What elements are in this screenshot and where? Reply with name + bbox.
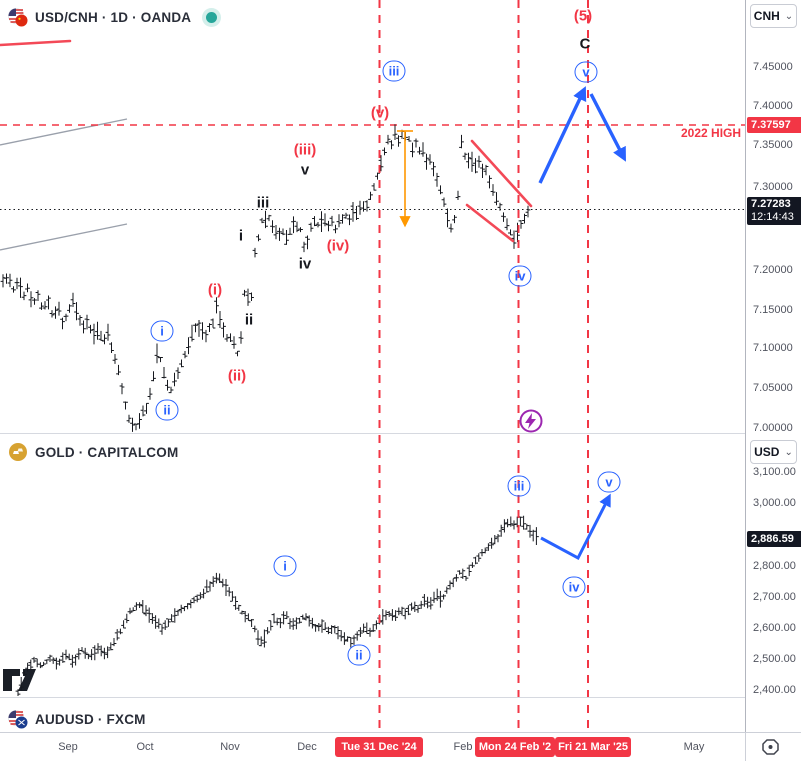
price-tick-usdcnh: 7.20000 xyxy=(753,264,793,276)
time-axis-label: Oct xyxy=(136,741,154,753)
price-scale[interactable]: CNH ⌄ 7.37597 7.27283 12:14:43 USD ⌄ 2,8… xyxy=(745,0,801,732)
price-tick-gold: 2,800.00 xyxy=(753,560,796,572)
price-tick-gold: 3,000.00 xyxy=(753,497,796,509)
symbol-title: GOLD · CAPITALCOM xyxy=(35,444,179,460)
projection-arrows[interactable] xyxy=(538,86,626,561)
price-tick-usdcnh: 7.00000 xyxy=(753,422,793,434)
gold-icon xyxy=(9,443,27,461)
realtime-status-dot xyxy=(206,11,218,23)
time-scale[interactable]: Sep Oct Nov Dec Feb May Tue 31 Dec '24 Mon 24 F… xyxy=(0,732,801,761)
last-price: 7.27283 xyxy=(751,198,791,210)
usdcnh-price-bars xyxy=(0,124,531,432)
date-marker-badge[interactable]: Mon 24 Feb '2 xyxy=(475,737,555,757)
price-tick-gold: 2,500.00 xyxy=(753,653,796,665)
key-level-text[interactable]: 2022 HIGH xyxy=(681,126,742,140)
pane-divider-bottom[interactable] xyxy=(0,697,801,698)
key-level-price-badge: 7.37597 xyxy=(747,117,801,133)
price-tick-usdcnh: 7.10000 xyxy=(753,342,793,354)
symbol-title: AUDUSD · FXCM xyxy=(35,711,146,727)
vertical-date-lines[interactable] xyxy=(378,0,589,732)
tradingview-watermark-logo xyxy=(3,669,36,691)
symbol-title: USD/CNH · 1D · OANDA xyxy=(35,9,192,25)
last-price-badge-gold: 2,886.59 xyxy=(747,531,801,547)
time-axis-label: Feb xyxy=(453,741,473,753)
gray-trendlines[interactable] xyxy=(0,118,128,251)
usdcnh-pair-flag-icon xyxy=(8,8,28,27)
audusd-pair-flag-icon xyxy=(8,710,28,729)
symbol-header-audusd[interactable]: AUDUSD · FXCM xyxy=(8,709,146,729)
red-trendline-drawings[interactable] xyxy=(0,39,533,243)
time-axis-label: May xyxy=(683,741,705,753)
time-axis-label: Sep xyxy=(58,741,78,753)
currency-value: CNH xyxy=(753,9,780,23)
time-axis-label: Dec xyxy=(297,741,317,753)
last-price-badge-usdcnh: 7.27283 12:14:43 xyxy=(747,197,801,225)
price-tick-gold: 2,400.00 xyxy=(753,684,796,696)
price-tick-usdcnh: 7.40000 xyxy=(753,100,793,112)
currency-value: USD xyxy=(754,445,780,459)
pane-divider-top[interactable] xyxy=(0,433,801,434)
gold-projection-arrow xyxy=(540,493,611,561)
time-axis-label: Nov xyxy=(220,741,240,753)
price-tick-usdcnh: 7.15000 xyxy=(753,304,793,316)
price-tick-usdcnh: 7.35000 xyxy=(753,139,793,151)
symbol-header-usdcnh[interactable]: USD/CNH · 1D · OANDA xyxy=(8,7,218,27)
price-tick-usdcnh: 7.45000 xyxy=(753,61,793,73)
price-range-measure-tool[interactable] xyxy=(397,130,413,228)
date-marker-badge[interactable]: Tue 31 Dec '24 xyxy=(335,737,423,757)
price-tick-gold: 2,700.00 xyxy=(753,591,796,603)
bar-countdown: 12:14:43 xyxy=(751,211,794,223)
chevron-down-icon: ⌄ xyxy=(784,446,793,458)
chart-pane[interactable] xyxy=(0,0,801,732)
price-tick-usdcnh: 7.05000 xyxy=(753,382,793,394)
date-marker-badge[interactable]: Fri 21 Mar '25 xyxy=(555,737,631,757)
currency-selector-cnh[interactable]: CNH ⌄ xyxy=(750,4,797,28)
price-tick-usdcnh: 7.30000 xyxy=(753,181,793,193)
instant-order-octagon-icon[interactable] xyxy=(758,737,783,757)
symbol-header-gold[interactable]: GOLD · CAPITALCOM xyxy=(8,442,178,462)
chevron-down-icon: ⌄ xyxy=(784,10,794,22)
gold-price-bars xyxy=(15,515,539,696)
price-tick-gold: 2,600.00 xyxy=(753,622,796,634)
currency-selector-usd[interactable]: USD ⌄ xyxy=(750,440,797,464)
axis-corner-divider xyxy=(745,733,746,761)
price-tick-gold: 3,100.00 xyxy=(753,466,796,478)
economic-event-lightning-icon[interactable] xyxy=(519,409,543,433)
